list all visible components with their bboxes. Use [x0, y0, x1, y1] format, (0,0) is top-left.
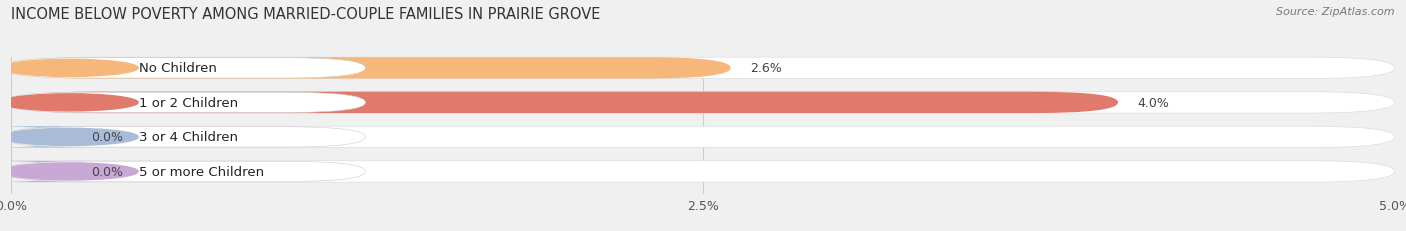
Circle shape: [1, 129, 138, 146]
Text: 3 or 4 Children: 3 or 4 Children: [139, 131, 238, 144]
Text: 4.0%: 4.0%: [1137, 97, 1170, 109]
Text: Source: ZipAtlas.com: Source: ZipAtlas.com: [1277, 7, 1395, 17]
FancyBboxPatch shape: [11, 161, 1395, 182]
FancyBboxPatch shape: [3, 58, 366, 79]
FancyBboxPatch shape: [11, 58, 1395, 79]
FancyBboxPatch shape: [0, 127, 97, 148]
Circle shape: [1, 163, 138, 180]
Circle shape: [1, 60, 138, 77]
FancyBboxPatch shape: [11, 58, 731, 79]
Text: 0.0%: 0.0%: [91, 165, 124, 178]
Text: 5 or more Children: 5 or more Children: [139, 165, 264, 178]
Text: 2.6%: 2.6%: [749, 62, 782, 75]
Text: 0.0%: 0.0%: [91, 131, 124, 144]
FancyBboxPatch shape: [11, 92, 1395, 114]
Text: No Children: No Children: [139, 62, 217, 75]
FancyBboxPatch shape: [0, 161, 97, 182]
FancyBboxPatch shape: [3, 127, 366, 147]
Text: INCOME BELOW POVERTY AMONG MARRIED-COUPLE FAMILIES IN PRAIRIE GROVE: INCOME BELOW POVERTY AMONG MARRIED-COUPL…: [11, 7, 600, 22]
FancyBboxPatch shape: [3, 93, 366, 113]
FancyBboxPatch shape: [11, 127, 1395, 148]
Text: 1 or 2 Children: 1 or 2 Children: [139, 97, 238, 109]
FancyBboxPatch shape: [11, 92, 1118, 114]
FancyBboxPatch shape: [3, 161, 366, 182]
Circle shape: [1, 94, 138, 111]
